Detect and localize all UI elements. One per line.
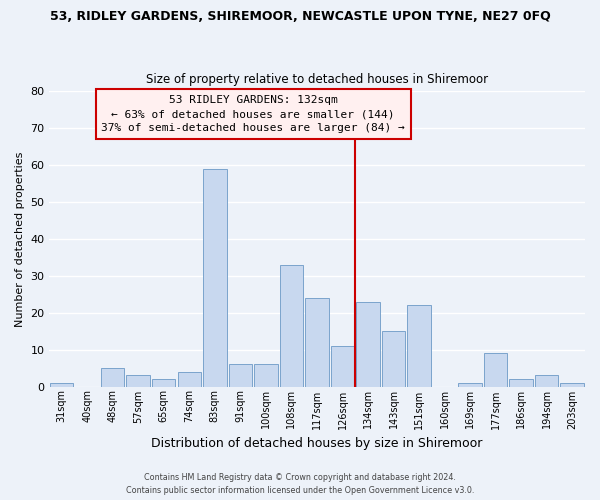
Bar: [178, 372, 201, 386]
Bar: [382, 331, 405, 386]
Bar: [280, 265, 303, 386]
Bar: [509, 379, 533, 386]
Title: Size of property relative to detached houses in Shiremoor: Size of property relative to detached ho…: [146, 73, 488, 86]
Text: Contains HM Land Registry data © Crown copyright and database right 2024.
Contai: Contains HM Land Registry data © Crown c…: [126, 474, 474, 495]
Bar: [127, 376, 150, 386]
X-axis label: Distribution of detached houses by size in Shiremoor: Distribution of detached houses by size …: [151, 437, 482, 450]
Text: 53, RIDLEY GARDENS, SHIREMOOR, NEWCASTLE UPON TYNE, NE27 0FQ: 53, RIDLEY GARDENS, SHIREMOOR, NEWCASTLE…: [50, 10, 550, 23]
Text: 53 RIDLEY GARDENS: 132sqm
← 63% of detached houses are smaller (144)
37% of semi: 53 RIDLEY GARDENS: 132sqm ← 63% of detac…: [101, 95, 405, 133]
Bar: [305, 298, 329, 386]
Bar: [229, 364, 252, 386]
Bar: [50, 383, 73, 386]
Y-axis label: Number of detached properties: Number of detached properties: [15, 151, 25, 326]
Bar: [203, 169, 227, 386]
Bar: [331, 346, 354, 387]
Bar: [535, 376, 559, 386]
Bar: [407, 306, 431, 386]
Bar: [356, 302, 380, 386]
Bar: [560, 383, 584, 386]
Bar: [254, 364, 278, 386]
Bar: [458, 383, 482, 386]
Bar: [152, 379, 175, 386]
Bar: [484, 354, 508, 386]
Bar: [101, 368, 124, 386]
